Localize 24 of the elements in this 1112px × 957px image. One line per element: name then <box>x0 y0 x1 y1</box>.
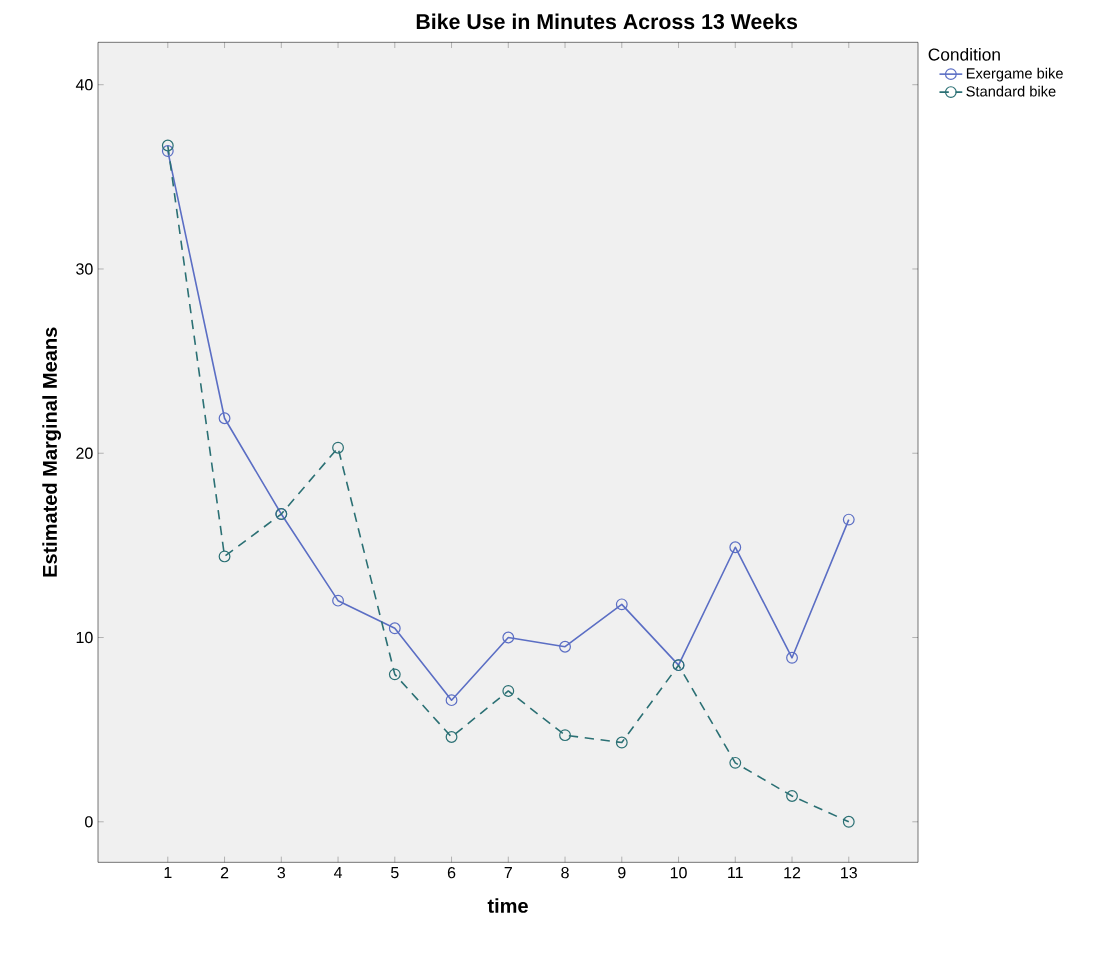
x-tick-label: 1 <box>164 866 172 878</box>
y-tick-label: 20 <box>76 447 93 459</box>
y-tick-label: 30 <box>76 263 93 275</box>
legend-label: Exergame bike <box>966 67 1063 82</box>
x-tick-label: 7 <box>504 866 512 878</box>
chart-title: Bike Use in Minutes Across 13 Weeks <box>416 13 798 30</box>
x-tick-label: 8 <box>561 866 569 879</box>
legend-title: Condition <box>928 47 1000 61</box>
x-tick-label: 13 <box>841 866 857 879</box>
x-axis-title: time <box>487 898 528 913</box>
x-tick-label: 6 <box>447 866 456 879</box>
legend-label: Standard bike <box>966 85 1056 97</box>
y-axis-title: Estimated Marginal Means <box>42 327 62 577</box>
x-tick-label: 11 <box>728 866 743 878</box>
x-tick-label: 9 <box>618 866 626 879</box>
y-tick-label: 10 <box>76 631 93 644</box>
y-tick-label: 40 <box>75 78 93 91</box>
y-tick-label: 0 <box>85 815 93 828</box>
x-tick-label: 2 <box>220 866 229 879</box>
x-tick-label: 5 <box>391 866 399 879</box>
x-tick-label: 12 <box>784 866 801 879</box>
x-tick-label: 4 <box>333 866 343 878</box>
x-tick-label: 10 <box>670 866 687 879</box>
x-tick-label: 3 <box>277 866 286 879</box>
